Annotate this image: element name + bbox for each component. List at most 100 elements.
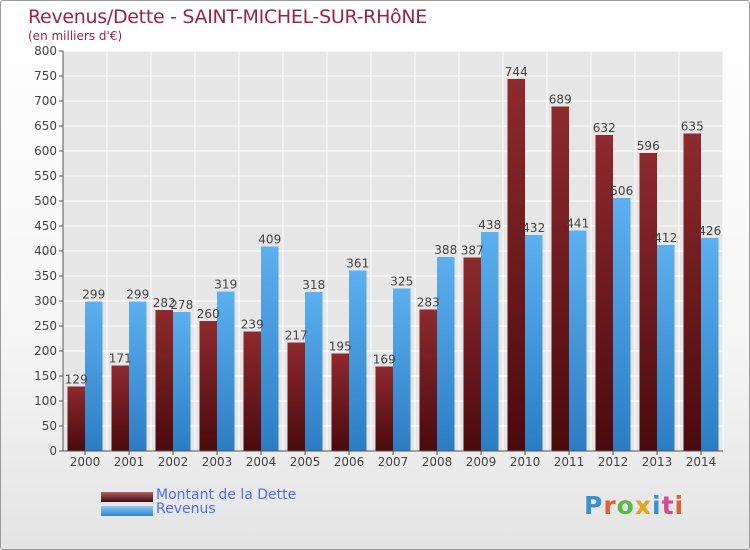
value-label-revenus: 441 (566, 217, 589, 231)
y-tick-label: 350 (34, 269, 57, 283)
value-label-dette: 632 (593, 121, 616, 135)
y-tick-label: 600 (34, 144, 57, 158)
logo-letter: o (616, 491, 635, 520)
y-tick-label: 400 (34, 244, 57, 258)
value-label-dette: 282 (153, 296, 176, 310)
bar-revenus (613, 198, 631, 451)
bar-revenus (437, 257, 455, 451)
bar-dette (331, 353, 349, 451)
bar-revenus (261, 246, 279, 451)
value-label-revenus: 409 (258, 233, 281, 247)
value-label-dette: 744 (505, 65, 528, 79)
value-label-dette: 169 (373, 353, 396, 367)
x-tick-label: 2011 (554, 455, 585, 469)
value-label-dette: 195 (329, 340, 352, 354)
legend-swatch-dette (101, 492, 153, 502)
y-tick-label: 250 (34, 319, 57, 333)
value-label-dette: 171 (109, 352, 132, 366)
chart-unit-subtitle: (en milliers d'€) (28, 29, 123, 43)
chart-title: Revenus/Dette - SAINT-MICHEL-SUR-RHôNE (28, 6, 427, 28)
y-tick-label: 700 (34, 94, 57, 108)
value-label-revenus: 278 (170, 298, 193, 312)
legend-swatch-revenus (101, 506, 153, 516)
x-tick-label: 2007 (378, 455, 409, 469)
bar-dette (683, 133, 701, 451)
x-tick-label: 2008 (422, 455, 453, 469)
logo-letter: i (652, 491, 662, 520)
value-label-dette: 217 (285, 329, 308, 343)
y-tick-label: 500 (34, 194, 57, 208)
bar-revenus (173, 312, 191, 451)
x-tick-label: 2005 (290, 455, 321, 469)
value-label-revenus: 325 (390, 275, 413, 289)
proxiti-logo: Proxiti (584, 491, 684, 520)
bar-dette (67, 386, 85, 451)
bar-dette (287, 342, 305, 451)
bar-dette (243, 331, 261, 451)
value-label-revenus: 438 (478, 218, 501, 232)
bar-revenus (305, 292, 323, 451)
x-tick-label: 2002 (158, 455, 189, 469)
x-tick-label: 2010 (510, 455, 541, 469)
y-tick-label: 300 (34, 294, 57, 308)
y-tick-label: 150 (34, 369, 57, 383)
logo-letter: x (634, 491, 652, 520)
bar-revenus (129, 301, 147, 451)
y-tick-label: 650 (34, 119, 57, 133)
value-label-revenus: 318 (302, 278, 325, 292)
x-tick-label: 2003 (202, 455, 233, 469)
value-label-revenus: 299 (82, 288, 105, 302)
bars (67, 79, 719, 451)
logo-letter: P (584, 491, 604, 520)
value-label-revenus: 412 (654, 231, 677, 245)
bar-dette (419, 309, 437, 451)
y-tick-label: 450 (34, 219, 57, 233)
bar-revenus (657, 245, 675, 451)
value-label-dette: 689 (549, 93, 572, 107)
x-tick-label: 2013 (642, 455, 673, 469)
legend-label-dette: Montant de la Dette (156, 487, 297, 503)
bar-revenus (393, 288, 411, 451)
bar-dette (551, 106, 569, 451)
value-label-revenus: 432 (522, 221, 545, 235)
value-label-dette: 260 (197, 307, 220, 321)
value-label-revenus: 388 (434, 243, 457, 257)
x-tick-label: 2001 (114, 455, 145, 469)
bar-revenus (569, 230, 587, 451)
bar-revenus (85, 301, 103, 451)
value-label-dette: 387 (461, 244, 484, 258)
value-label-dette: 283 (417, 296, 440, 310)
bar-chart: 0 50 100 150 200 250 300 350 400 450 500 550 600 650 7… (34, 44, 724, 469)
x-tick-label: 2000 (70, 455, 101, 469)
value-label-revenus: 319 (214, 278, 237, 292)
bar-dette (155, 310, 173, 451)
bar-dette (595, 135, 613, 451)
bar-revenus (349, 270, 367, 451)
value-label-dette: 596 (637, 139, 660, 153)
bar-dette (111, 365, 129, 451)
bar-dette (375, 366, 393, 451)
y-tick-label: 750 (34, 69, 57, 83)
bar-dette (507, 79, 525, 451)
logo-letter: r (603, 491, 617, 520)
y-tick-label: 50 (42, 419, 57, 433)
logo-letter: i (674, 491, 685, 520)
bar-revenus (701, 238, 719, 451)
value-label-dette: 635 (681, 120, 704, 134)
logo-letter: t (661, 491, 675, 520)
bar-revenus (481, 232, 499, 451)
bar-dette (199, 321, 217, 451)
y-tick-label: 550 (34, 169, 57, 183)
value-label-revenus: 426 (698, 224, 721, 238)
x-tick-label: 2014 (686, 455, 717, 469)
bar-revenus (525, 235, 543, 451)
value-label-revenus: 506 (610, 184, 633, 198)
y-tick-label: 800 (34, 44, 57, 58)
y-tick-label: 0 (49, 444, 57, 458)
bar-dette (639, 153, 657, 451)
value-label-dette: 129 (65, 373, 88, 387)
value-label-dette: 239 (241, 318, 264, 332)
x-tick-label: 2012 (598, 455, 629, 469)
